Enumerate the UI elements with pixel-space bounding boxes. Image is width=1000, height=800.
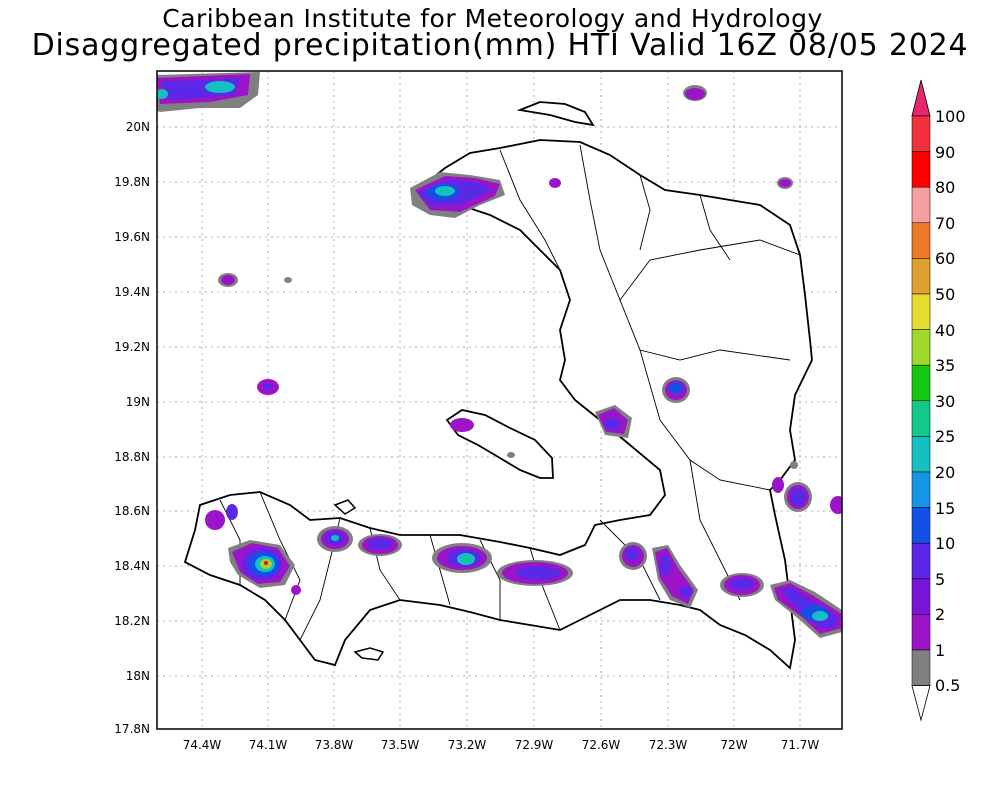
lat-label: 18.6N: [114, 504, 150, 518]
colorbar-label: 5: [935, 570, 945, 589]
plot-frame: [156, 70, 843, 730]
lon-label: 72.9W: [515, 738, 554, 752]
lat-label: 19.2N: [114, 340, 150, 354]
lat-label: 19.8N: [114, 175, 150, 189]
lon-label: 73.8W: [315, 738, 354, 752]
colorbar-swatch: [911, 400, 931, 437]
colorbar-bottom-arrow: [911, 685, 931, 722]
lat-label: 17.8N: [114, 722, 150, 736]
colorbar-swatch: [911, 542, 931, 580]
colorbar-swatch: [911, 258, 931, 295]
colorbar-label: 15: [935, 499, 955, 518]
colorbar-label: 30: [935, 392, 955, 411]
lon-label: 72.6W: [582, 738, 621, 752]
gonave-island: [445, 409, 554, 479]
lat-axis-labels: 20N 19.8N 19.6N 19.4N 19.2N 19N 18.8N 18…: [114, 120, 150, 736]
lon-label: 73.5W: [381, 738, 420, 752]
colorbar-label: 1: [935, 641, 945, 660]
lat-label: 19.6N: [114, 230, 150, 244]
colorbar-swatch: [911, 151, 931, 188]
cayemites-islands: [333, 499, 357, 515]
colorbar-label: 80: [935, 178, 955, 197]
colorbar-swatch: [911, 436, 931, 473]
precipitation-field: [157, 72, 842, 638]
lat-label: 18.2N: [114, 614, 150, 628]
lat-label: 18.4N: [114, 559, 150, 573]
lon-label: 71.7W: [781, 738, 820, 752]
colorbar-label: 90: [935, 143, 955, 162]
colorbar-label: 40: [935, 321, 955, 340]
tortuga-island: [516, 101, 595, 127]
colorbar-label: 25: [935, 427, 955, 446]
colorbar-label: 2: [935, 605, 945, 624]
colorbar-swatch: [911, 471, 931, 508]
lat-label: 18N: [126, 669, 150, 683]
colorbar-swatch: [911, 578, 931, 615]
colorbar-swatch: [911, 649, 931, 686]
colorbar-label: 35: [935, 356, 955, 375]
colorbar-swatch: [911, 507, 931, 544]
colorbar-label: 0.5: [935, 676, 960, 695]
colorbar-swatch: [911, 329, 931, 366]
colorbar-label: 50: [935, 285, 955, 304]
colorbar-label: 60: [935, 249, 955, 268]
lat-label: 19N: [126, 395, 150, 409]
lon-label: 74.1W: [249, 738, 288, 752]
chart-title-line1: Caribbean Institute for Meteorology and …: [162, 4, 823, 33]
colorbar: 100 90 80 70 60 50 40 35 30 25 20 15 10 …: [911, 79, 966, 722]
colorbar-label: 10: [935, 534, 955, 553]
lon-axis-labels: 74.4W 74.1W 73.8W 73.5W 73.2W 72.9W 72.6…: [183, 738, 820, 752]
colorbar-swatch: [911, 186, 931, 224]
lon-label: 72W: [720, 738, 747, 752]
lon-label: 72.3W: [649, 738, 688, 752]
colorbar-label: 70: [935, 214, 955, 233]
lon-label: 74.4W: [183, 738, 222, 752]
colorbar-top-arrow: [911, 79, 931, 117]
lat-label: 20N: [126, 120, 150, 134]
chart-title-line2: Disaggregated precipitation(mm) HTI Vali…: [31, 28, 969, 63]
colorbar-swatch: [911, 614, 931, 651]
colorbar-swatch: [911, 364, 931, 402]
colorbar-swatch: [911, 222, 931, 259]
haiti-land: [183, 139, 813, 670]
colorbar-label: 100: [935, 107, 966, 126]
colorbar-label: 20: [935, 463, 955, 482]
colorbar-swatch: [911, 293, 931, 330]
lat-label: 18.8N: [114, 450, 150, 464]
lon-label: 73.2W: [448, 738, 487, 752]
colorbar-swatch: [911, 115, 931, 152]
ile-a-vache: [353, 647, 385, 661]
lat-label: 19.4N: [114, 285, 150, 299]
